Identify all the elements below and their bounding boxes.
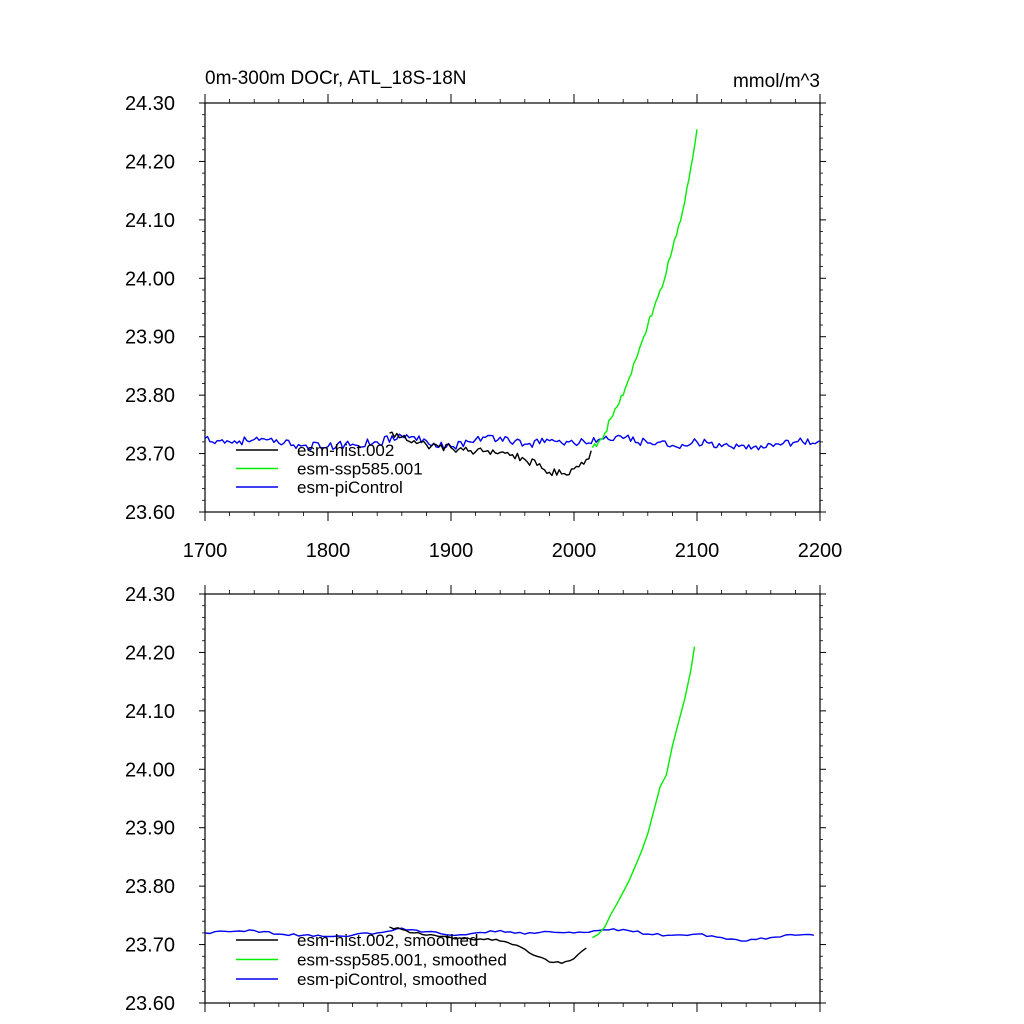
top-ytick-label: 24.20 bbox=[125, 151, 175, 173]
bottom-plot-frame bbox=[204, 593, 821, 1004]
bottom-panel: 23.60 23.70 23.80 23.90 24.00 24.10 24.20 24.30… bbox=[125, 584, 826, 1015]
top-panel: 0m-300m DOCr, ATL_18S-18N mmol/m^3 23.60… bbox=[125, 68, 842, 562]
bottom-ytick-label: 24.20 bbox=[125, 642, 175, 664]
top-panel-title: 0m-300m DOCr, ATL_18S-18N bbox=[205, 68, 467, 89]
bottom-ytick-label: 23.90 bbox=[125, 818, 175, 840]
bottom-series-line-0 bbox=[389, 926, 587, 964]
top-legend-label-0: esm-hist.002 bbox=[297, 441, 394, 460]
top-ytick-label: 24.30 bbox=[125, 93, 175, 115]
bottom-ytick-label: 24.30 bbox=[125, 584, 175, 606]
bottom-panel-plot: 23.60 23.70 23.80 23.90 24.00 24.10 24.20 24.30… bbox=[125, 584, 826, 1015]
top-xtick-label: 2200 bbox=[798, 540, 843, 562]
bottom-ytick-label: 24.00 bbox=[125, 759, 175, 781]
bottom-legend-label-0: esm-hist.002, smoothed bbox=[297, 931, 478, 950]
top-legend-label-2: esm-piControl bbox=[297, 478, 403, 497]
bottom-series-line-2 bbox=[204, 927, 815, 942]
top-xtick-label: 1900 bbox=[429, 540, 474, 562]
top-xtick-label: 2100 bbox=[675, 540, 720, 562]
top-plot-frame bbox=[204, 102, 821, 513]
top-ytick-label: 23.70 bbox=[125, 444, 175, 466]
bottom-series-line-1 bbox=[592, 646, 696, 939]
top-ytick-label: 23.60 bbox=[125, 502, 175, 524]
top-series-line-0 bbox=[389, 431, 592, 477]
top-panel-plot: 23.60 23.70 23.80 23.90 24.00 24.10 24.20 24.30… bbox=[125, 93, 842, 562]
top-legend-label-1: esm-ssp585.001 bbox=[297, 460, 423, 479]
bottom-ytick-label: 23.80 bbox=[125, 876, 175, 898]
top-ytick-label: 23.90 bbox=[125, 327, 175, 349]
top-ytick-label: 24.10 bbox=[125, 210, 175, 232]
top-ytick-label: 23.80 bbox=[125, 385, 175, 407]
top-series-line-1 bbox=[591, 129, 698, 449]
top-xtick-label: 1700 bbox=[183, 540, 228, 562]
top-panel-units: mmol/m^3 bbox=[733, 71, 820, 92]
bottom-ytick-label: 24.10 bbox=[125, 701, 175, 723]
bottom-legend-label-2: esm-piControl, smoothed bbox=[297, 970, 487, 989]
top-xtick-label: 2000 bbox=[552, 540, 597, 562]
bottom-ytick-label: 23.70 bbox=[125, 935, 175, 957]
bottom-ytick-label: 23.60 bbox=[125, 993, 175, 1015]
top-ytick-label: 24.00 bbox=[125, 268, 175, 290]
top-xtick-label: 1800 bbox=[306, 540, 351, 562]
bottom-legend-label-1: esm-ssp585.001, smoothed bbox=[297, 951, 507, 970]
top-series-line-2 bbox=[204, 433, 821, 451]
